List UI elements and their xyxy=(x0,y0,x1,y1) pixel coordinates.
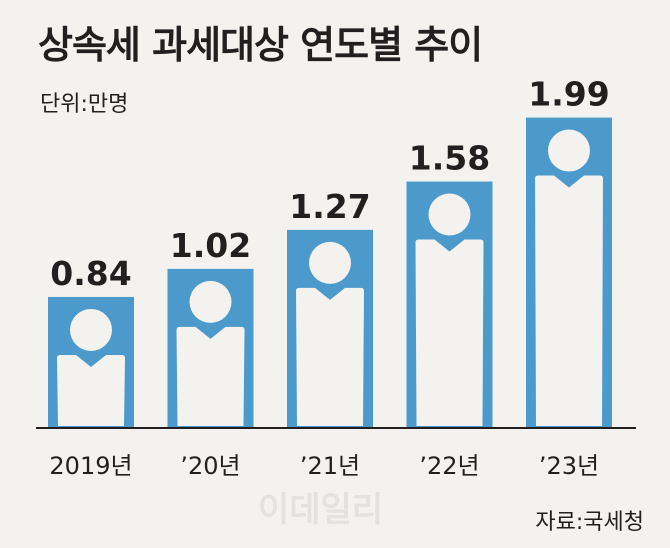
source-label: 자료:국세청 xyxy=(535,510,644,535)
category-label-5: ’23년 xyxy=(539,452,599,480)
person-body-icon xyxy=(535,175,603,426)
value-label-3: 1.27 xyxy=(289,187,370,226)
person-head-icon xyxy=(548,129,590,172)
watermark-logo: 이데일리 xyxy=(258,490,384,530)
value-label-1: 0.84 xyxy=(50,254,131,293)
person-body-icon xyxy=(57,354,125,426)
person-head-icon xyxy=(189,280,232,323)
person-body-icon xyxy=(296,287,364,426)
unit-label: 단위:만명 xyxy=(40,92,129,117)
category-label-4: ’22년 xyxy=(419,452,479,480)
person-head-icon xyxy=(428,193,471,236)
person-body-icon xyxy=(176,326,245,426)
chart-title: 상속세 과세대상 연도별 추이 xyxy=(38,23,483,67)
person-body-icon xyxy=(415,239,484,426)
category-label-1: 2019년 xyxy=(49,452,132,480)
value-label-2: 1.02 xyxy=(170,226,251,265)
value-label-5: 1.99 xyxy=(528,75,609,114)
person-head-icon xyxy=(70,308,112,351)
category-label-2: ’20년 xyxy=(180,452,240,480)
person-head-icon xyxy=(309,241,351,284)
value-label-4: 1.58 xyxy=(409,139,490,178)
category-label-3: ’21년 xyxy=(300,452,360,480)
